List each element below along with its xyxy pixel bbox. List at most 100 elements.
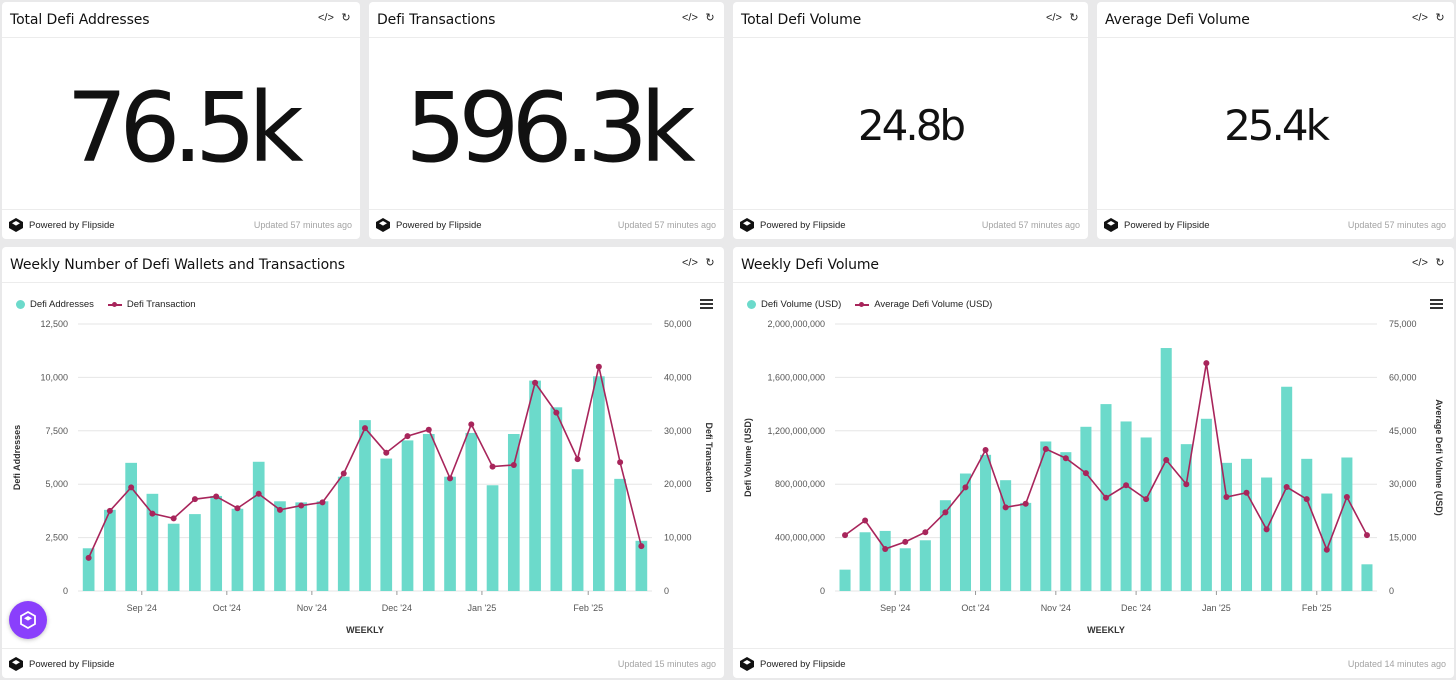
x-tick-label: Dec '24 [1121,603,1151,613]
flipside-logo-icon[interactable] [1103,217,1119,233]
card-actions: </> ↻ [318,12,352,24]
legend-item-defi-addresses[interactable]: Defi Addresses [16,299,94,310]
x-tick-label: Dec '24 [382,603,412,613]
flipside-logo-icon[interactable] [739,656,755,672]
bar [1180,444,1192,591]
code-icon[interactable]: </> [1412,12,1428,24]
legend-bar-marker [16,300,25,309]
line-point [510,461,517,468]
bar [1240,458,1253,591]
kpi-card-total-defi-addresses: Total Defi Addresses </> ↻ 76.5k Powered… [2,2,360,239]
x-tick-label: Sep '24 [880,603,910,613]
refresh-icon[interactable]: ↻ [1435,12,1445,24]
y2-tick-label: 0 [1389,586,1394,596]
flipside-logo-icon[interactable] [8,656,24,672]
legend-item-defi-volume[interactable]: Defi Volume (USD) [747,299,841,310]
code-icon[interactable]: </> [682,257,698,269]
card-title: Defi Transactions [377,12,496,28]
card-actions: </> ↻ [682,257,716,269]
code-icon[interactable]: </> [1046,12,1062,24]
line-point [553,409,560,416]
bar [980,454,992,591]
line-point [213,493,220,500]
line-point [902,538,909,545]
kpi-value: 24.8b [857,101,966,150]
line-point [638,543,645,550]
y2-axis-title: Average Defi Volume (USD) [1434,399,1444,516]
updated-label: Updated 57 minutes ago [981,220,1080,230]
chart-menu-icon[interactable] [1430,299,1443,309]
card-title: Average Defi Volume [1105,12,1250,28]
updated-label: Updated 15 minutes ago [617,659,716,669]
code-icon[interactable]: </> [682,12,698,24]
line-point [1002,504,1009,511]
bar [1301,458,1313,591]
x-tick-label: Nov '24 [297,603,327,613]
refresh-icon[interactable]: ↻ [1435,257,1445,269]
y2-tick-label: 45,000 [1389,426,1417,436]
card-title: Weekly Defi Volume [741,257,879,273]
y2-tick-label: 10,000 [664,533,692,543]
legend-label: Defi Transaction [126,299,196,310]
flipside-logo-icon[interactable] [8,217,24,233]
bar [231,508,244,591]
y2-tick-label: 0 [664,586,669,596]
code-icon[interactable]: </> [318,12,334,24]
y-tick-label: 12,500 [40,319,68,329]
flipside-logo-icon[interactable] [375,217,391,233]
line-point [617,459,624,466]
bar [1060,452,1072,591]
line-point [1223,494,1230,501]
x-tick-label: Sep '24 [127,603,157,613]
bar [167,523,180,591]
line-point [106,507,113,514]
card-header: Weekly Defi Volume </> ↻ [733,247,1454,283]
line-point [1103,494,1109,501]
card-header: Average Defi Volume </> ↻ [1097,2,1454,38]
powered-by-label[interactable]: Powered by Flipside [29,659,115,670]
refresh-icon[interactable]: ↻ [705,257,715,269]
card-title: Total Defi Volume [741,12,862,28]
line-point [191,496,198,503]
powered-by-label[interactable]: Powered by Flipside [396,220,482,231]
x-tick-label: Feb '25 [573,603,603,613]
line-point [255,490,262,497]
line-point [170,515,177,522]
flipside-logo-icon[interactable] [739,217,755,233]
card-footer: Powered by Flipside Updated 15 minutes a… [2,648,724,678]
refresh-icon[interactable]: ↻ [341,12,351,24]
refresh-icon[interactable]: ↻ [705,12,715,24]
updated-label: Updated 57 minutes ago [617,220,716,230]
bar [104,509,116,591]
line-point [383,449,390,456]
code-icon[interactable]: </> [1412,257,1428,269]
legend-line-marker [855,300,870,309]
line-point [1183,481,1190,488]
kpi-card-defi-transactions: Defi Transactions </> ↻ 596.3k Powered b… [369,2,724,239]
bar [859,532,871,591]
line-point [962,484,969,491]
card-header: Total Defi Volume </> ↻ [733,2,1088,38]
line-point [447,475,454,482]
powered-by-label[interactable]: Powered by Flipside [760,659,846,670]
y-tick-label: 2,500 [45,533,68,543]
powered-by-label[interactable]: Powered by Flipside [29,220,115,231]
bar [1361,564,1373,591]
line-point [404,433,411,440]
powered-by-label[interactable]: Powered by Flipside [760,220,846,231]
bar [444,476,456,591]
bar [274,501,286,591]
powered-by-label[interactable]: Powered by Flipside [1124,220,1210,231]
updated-label: Updated 57 minutes ago [253,220,352,230]
y-tick-label: 7,500 [45,426,68,436]
bar [465,432,478,591]
line-point [1363,532,1370,539]
card-footer: Powered by Flipside Updated 57 minutes a… [2,209,360,239]
app-launcher-button[interactable] [9,601,47,639]
bar [614,478,626,591]
chart-menu-icon[interactable] [700,299,713,309]
line-point [276,506,283,513]
legend-item-average-defi-volume[interactable]: Average Defi Volume (USD) [855,299,992,310]
legend-item-defi-transaction[interactable]: Defi Transaction [107,299,196,310]
refresh-icon[interactable]: ↻ [1069,12,1079,24]
